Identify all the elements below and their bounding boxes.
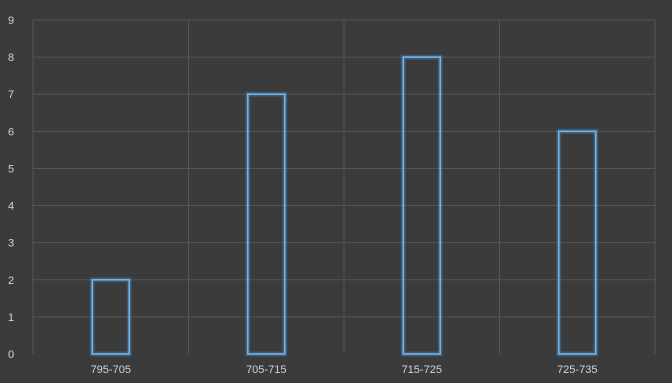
x-axis-ticks: 795-705 705-715 715-725 725-735	[91, 364, 598, 376]
y-tick-label-2: 2	[8, 275, 14, 287]
x-tick-label-795-705: 795-705	[91, 364, 131, 376]
y-tick-label-3: 3	[8, 238, 14, 250]
bar-705-715	[246, 93, 286, 355]
y-axis-ticks: 0 1 2 3 4 5 6 7 8 9	[8, 15, 14, 361]
bar-715-725	[402, 56, 442, 355]
y-tick-label-5: 5	[8, 163, 14, 175]
y-tick-label-4: 4	[8, 201, 14, 213]
y-tick-label-6: 6	[8, 126, 14, 138]
x-tick-label-705-715: 705-715	[246, 364, 286, 376]
grid-layer	[32, 19, 656, 354]
x-tick-label-725-735: 725-735	[557, 364, 597, 376]
bar-725-735	[557, 130, 597, 355]
y-tick-label-7: 7	[8, 89, 14, 101]
y-tick-label-1: 1	[8, 312, 14, 324]
bar-glow-705-715	[245, 91, 288, 357]
x-tick-label-715-725: 715-725	[402, 364, 442, 376]
bar-795-705	[91, 278, 131, 355]
y-tick-label-8: 8	[8, 52, 14, 64]
y-tick-label-9: 9	[8, 15, 14, 27]
y-tick-label-0: 0	[8, 349, 14, 361]
bars	[89, 54, 599, 357]
